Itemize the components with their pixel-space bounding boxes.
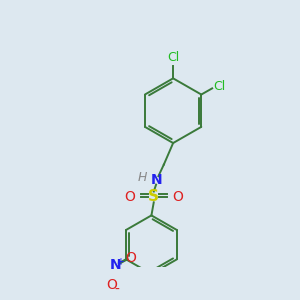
Text: H: H xyxy=(137,171,147,184)
Text: S: S xyxy=(148,189,159,204)
Text: Cl: Cl xyxy=(213,80,225,93)
Text: +: + xyxy=(116,256,124,267)
Text: Cl: Cl xyxy=(167,51,179,64)
Text: O: O xyxy=(124,190,135,204)
Text: N: N xyxy=(109,259,121,272)
Text: N: N xyxy=(150,173,162,187)
Text: O: O xyxy=(172,190,183,204)
Text: O: O xyxy=(125,251,136,265)
Text: -: - xyxy=(114,283,119,297)
Text: O: O xyxy=(106,278,117,292)
